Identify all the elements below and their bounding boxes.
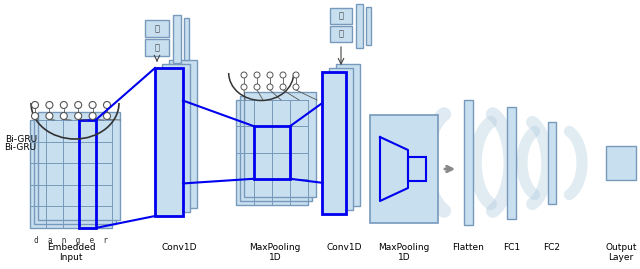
Circle shape bbox=[280, 84, 286, 90]
Circle shape bbox=[60, 101, 67, 108]
Circle shape bbox=[46, 112, 53, 119]
Bar bbox=[330, 26, 352, 42]
Bar bbox=[336, 64, 360, 206]
Bar bbox=[173, 15, 181, 63]
Circle shape bbox=[254, 84, 260, 90]
Bar bbox=[30, 120, 112, 228]
Bar bbox=[162, 64, 190, 212]
Circle shape bbox=[293, 84, 299, 90]
Text: ㄱ: ㄱ bbox=[154, 24, 159, 33]
Text: MaxPooling
1D: MaxPooling 1D bbox=[250, 243, 301, 262]
Text: Bi-GRU: Bi-GRU bbox=[5, 136, 37, 144]
Text: Conv1D: Conv1D bbox=[326, 243, 362, 252]
Text: Bi-GRU: Bi-GRU bbox=[4, 143, 36, 153]
Bar bbox=[507, 107, 516, 219]
Text: ㄱ: ㄱ bbox=[339, 30, 344, 38]
Bar bbox=[145, 39, 169, 56]
Circle shape bbox=[89, 112, 96, 119]
Bar bbox=[38, 112, 120, 220]
Bar bbox=[548, 122, 556, 204]
Bar bbox=[464, 100, 473, 225]
Bar bbox=[155, 68, 183, 216]
Bar bbox=[169, 60, 197, 208]
Text: ㄱ: ㄱ bbox=[339, 12, 344, 20]
Bar bbox=[322, 72, 346, 214]
Bar bbox=[184, 18, 189, 60]
Bar bbox=[329, 68, 353, 210]
Circle shape bbox=[46, 101, 53, 108]
Text: Embedded
Input: Embedded Input bbox=[47, 243, 95, 262]
Text: d  a  n  g  e  r: d a n g e r bbox=[34, 236, 108, 245]
Circle shape bbox=[104, 112, 111, 119]
Bar bbox=[322, 72, 346, 214]
Bar bbox=[34, 116, 116, 224]
Circle shape bbox=[280, 72, 286, 78]
Circle shape bbox=[241, 72, 247, 78]
Bar bbox=[408, 157, 426, 181]
Bar bbox=[244, 92, 316, 197]
Circle shape bbox=[241, 84, 247, 90]
Circle shape bbox=[60, 112, 67, 119]
Bar bbox=[236, 100, 308, 205]
Circle shape bbox=[104, 101, 111, 108]
Circle shape bbox=[31, 101, 38, 108]
Circle shape bbox=[75, 112, 82, 119]
Circle shape bbox=[267, 72, 273, 78]
Circle shape bbox=[75, 101, 82, 108]
Bar bbox=[366, 7, 371, 45]
Bar bbox=[254, 126, 290, 179]
Circle shape bbox=[293, 72, 299, 78]
Text: FC1: FC1 bbox=[503, 243, 520, 252]
Text: FC2: FC2 bbox=[543, 243, 561, 252]
Bar bbox=[155, 68, 183, 216]
Bar bbox=[145, 20, 169, 37]
Circle shape bbox=[254, 72, 260, 78]
Circle shape bbox=[89, 101, 96, 108]
Bar bbox=[79, 120, 95, 228]
Text: Conv1D: Conv1D bbox=[161, 243, 196, 252]
Text: ㄱ: ㄱ bbox=[154, 43, 159, 52]
Bar bbox=[330, 8, 352, 24]
Bar bbox=[606, 146, 636, 180]
Bar bbox=[240, 96, 312, 201]
Text: MaxPooling
1D: MaxPooling 1D bbox=[378, 243, 429, 262]
Bar bbox=[370, 115, 438, 223]
Text: Flatten: Flatten bbox=[452, 243, 484, 252]
Bar bbox=[356, 4, 363, 48]
Circle shape bbox=[31, 112, 38, 119]
Text: Output
Layer: Output Layer bbox=[605, 243, 637, 262]
Circle shape bbox=[267, 84, 273, 90]
